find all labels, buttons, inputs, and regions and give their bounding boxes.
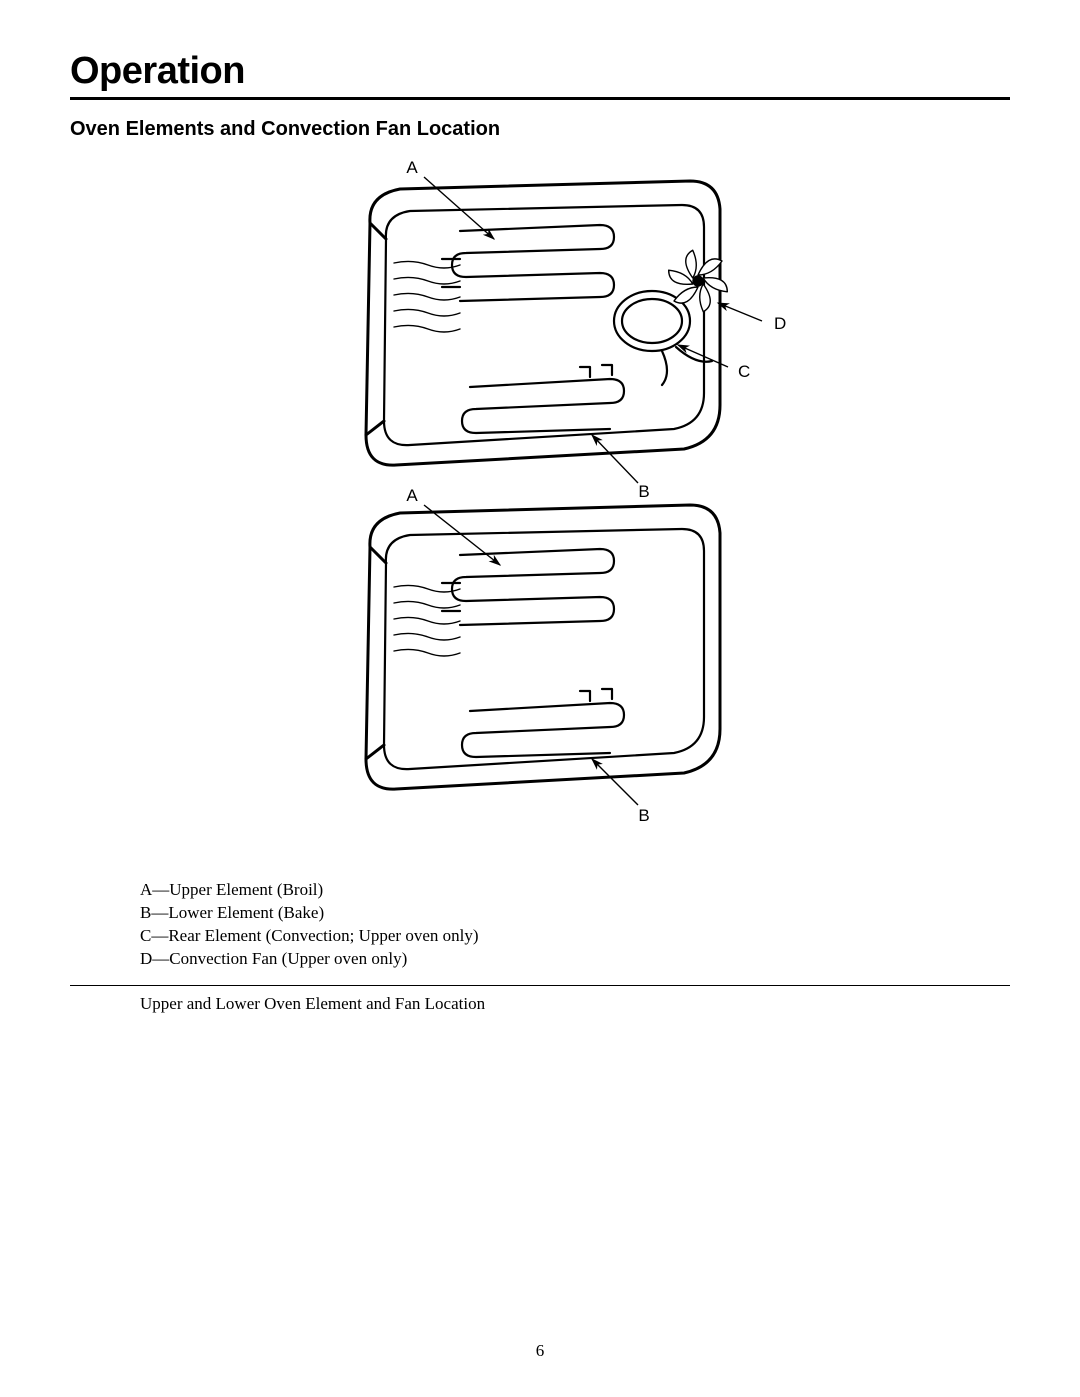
callout-label-A2: A xyxy=(406,486,418,505)
upper-left-vents xyxy=(394,261,460,332)
caption-rule xyxy=(70,985,1010,986)
callout-label-A: A xyxy=(406,158,418,177)
page-title: Operation xyxy=(70,50,1010,93)
upper-oven xyxy=(366,181,729,465)
lower-oven xyxy=(366,505,720,789)
figure-legend: A—Upper Element (Broil) B—Lower Element … xyxy=(140,879,1010,971)
upper-bake-element xyxy=(462,365,624,433)
legend-item: B—Lower Element (Bake) xyxy=(140,902,1010,925)
figure-container: A D C B A B xyxy=(70,153,1010,873)
page-number: 6 xyxy=(0,1341,1080,1361)
callout-label-B: B xyxy=(638,482,649,501)
callouts: A D C B A B xyxy=(406,158,786,825)
legend-item: C—Rear Element (Convection; Upper oven o… xyxy=(140,925,1010,948)
oven-diagram: A D C B A B xyxy=(260,153,820,873)
callout-label-B2: B xyxy=(638,806,649,825)
title-rule xyxy=(70,97,1010,100)
legend-item: D—Convection Fan (Upper oven only) xyxy=(140,948,1010,971)
document-page: Operation Oven Elements and Convection F… xyxy=(0,0,1080,1397)
figure-caption: Upper and Lower Oven Element and Fan Loc… xyxy=(140,994,1010,1014)
section-subtitle: Oven Elements and Convection Fan Locatio… xyxy=(70,118,1010,141)
callout-label-D: D xyxy=(774,314,786,333)
legend-item: A—Upper Element (Broil) xyxy=(140,879,1010,902)
convection-ring xyxy=(614,291,712,385)
callout-label-C: C xyxy=(738,362,750,381)
upper-broil-element xyxy=(442,225,614,301)
